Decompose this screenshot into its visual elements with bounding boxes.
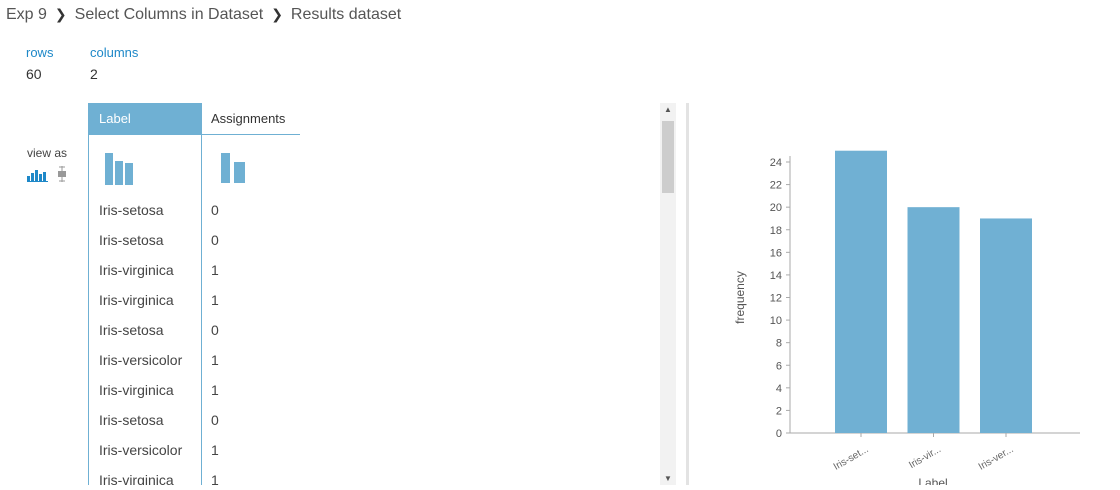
label-histogram-icon[interactable] bbox=[89, 135, 201, 195]
boxplot-icon[interactable] bbox=[57, 166, 67, 182]
table-cell-label: Iris-versicolor bbox=[99, 352, 183, 368]
y-tick-label: 14 bbox=[770, 270, 782, 282]
rows-stat: rows 60 bbox=[26, 45, 53, 82]
table-cell-label: Iris-virginica bbox=[99, 262, 174, 278]
y-tick-label: 4 bbox=[776, 383, 782, 395]
panel-divider[interactable] bbox=[686, 103, 689, 485]
breadcrumb-module[interactable]: Select Columns in Dataset bbox=[74, 6, 264, 23]
y-tick-label: 18 bbox=[770, 225, 782, 237]
breadcrumb-current: Results dataset bbox=[290, 6, 402, 23]
y-axis-label: frequency bbox=[733, 271, 747, 324]
y-tick-label: 10 bbox=[770, 315, 782, 327]
x-tick-label: Iris-ver... bbox=[977, 444, 1016, 473]
table-cell-assignment: 1 bbox=[211, 262, 219, 278]
y-tick-label: 6 bbox=[776, 360, 782, 372]
assignments-histogram-icon[interactable] bbox=[201, 135, 300, 195]
chevron-right-icon: ❯ bbox=[271, 6, 283, 22]
columns-label: columns bbox=[90, 45, 139, 60]
x-tick-label: Iris-set... bbox=[832, 444, 871, 473]
table-cell-assignment: 0 bbox=[211, 232, 219, 248]
table-cell-assignment: 0 bbox=[211, 202, 219, 218]
breadcrumb-experiment[interactable]: Exp 9 bbox=[6, 6, 47, 23]
table-cell-assignment: 1 bbox=[211, 292, 219, 308]
table-cell-label: Iris-setosa bbox=[99, 322, 164, 338]
table-cell-assignment: 0 bbox=[211, 322, 219, 338]
column-header-label[interactable]: Label bbox=[89, 103, 201, 135]
table-cell-assignment: 1 bbox=[211, 352, 219, 368]
bar bbox=[907, 207, 960, 433]
table-cell-label: Iris-virginica bbox=[99, 472, 174, 485]
table-cell-label: Iris-virginica bbox=[99, 292, 174, 308]
table-cell-label: Iris-setosa bbox=[99, 412, 164, 428]
table-cell-assignment: 0 bbox=[211, 412, 219, 428]
table-cell-assignment: 1 bbox=[211, 382, 219, 398]
data-table: Label Iris-setosa Iris-setosa Iris-virgini… bbox=[88, 103, 300, 485]
y-tick-label: 0 bbox=[776, 428, 782, 440]
view-as-label: view as bbox=[27, 146, 68, 160]
columns-stat: columns 2 bbox=[90, 45, 138, 82]
y-tick-label: 24 bbox=[770, 157, 782, 169]
table-cell-label: Iris-setosa bbox=[99, 202, 164, 218]
x-axis-label: Label bbox=[918, 476, 947, 485]
y-tick-label: 22 bbox=[770, 180, 782, 192]
table-scrollbar[interactable]: ▲ ▼ bbox=[660, 103, 676, 485]
y-tick-label: 16 bbox=[770, 247, 782, 259]
chevron-right-icon: ❯ bbox=[54, 6, 67, 22]
view-as: view as bbox=[27, 146, 67, 182]
column-assignments: Assignments 0 0 1 1 0 1 1 0 1 1 bbox=[201, 103, 300, 485]
scroll-up-icon[interactable]: ▲ bbox=[664, 105, 672, 114]
table-cell-label: Iris-virginica bbox=[99, 382, 174, 398]
bar bbox=[835, 150, 887, 434]
y-tick-label: 8 bbox=[776, 338, 782, 350]
table-cell-label: Iris-versicolor bbox=[99, 442, 183, 458]
scroll-down-icon[interactable]: ▼ bbox=[664, 474, 672, 483]
columns-value: 2 bbox=[90, 66, 98, 82]
column-label: Label Iris-setosa Iris-setosa Iris-virgini… bbox=[88, 103, 202, 485]
table-cell-label: Iris-setosa bbox=[99, 232, 164, 248]
y-tick-label: 2 bbox=[776, 405, 782, 417]
y-tick-label: 12 bbox=[770, 293, 782, 305]
x-tick-label: Iris-vir... bbox=[907, 444, 943, 471]
table-cell-assignment: 1 bbox=[211, 442, 219, 458]
bar bbox=[980, 218, 1032, 433]
frequency-chart: 0 2 4 6 8 10 12 14 16 18 20 22 24 Iris-set... Iris-vir… bbox=[720, 140, 1100, 490]
table-cell-assignment: 1 bbox=[211, 472, 219, 485]
histogram-icon[interactable] bbox=[27, 168, 49, 182]
breadcrumb: Exp 9 ❯ Select Columns in Dataset ❯ Results … bbox=[6, 6, 401, 24]
rows-label: rows bbox=[26, 45, 54, 60]
rows-value: 60 bbox=[26, 66, 42, 82]
column-header-assignments[interactable]: Assignments bbox=[201, 103, 300, 135]
scroll-thumb[interactable] bbox=[662, 121, 674, 193]
y-tick-label: 20 bbox=[770, 202, 782, 214]
